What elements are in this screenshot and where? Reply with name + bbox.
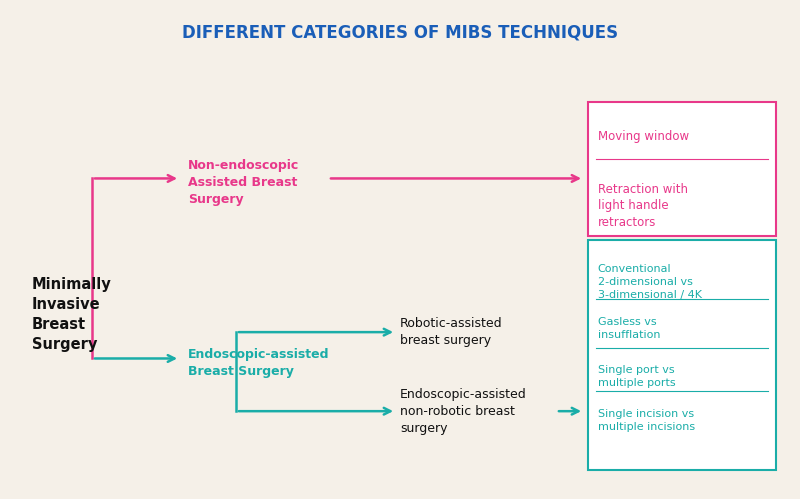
Text: Robotic-assisted
breast surgery: Robotic-assisted breast surgery <box>400 317 502 347</box>
Text: Gasless vs
insufflation: Gasless vs insufflation <box>598 317 660 339</box>
Text: Minimally
Invasive
Breast
Surgery: Minimally Invasive Breast Surgery <box>32 277 112 352</box>
Text: DIFFERENT CATEGORIES OF MIBS TECHNIQUES: DIFFERENT CATEGORIES OF MIBS TECHNIQUES <box>182 24 618 42</box>
Text: Single incision vs
multiple incisions: Single incision vs multiple incisions <box>598 409 694 432</box>
Text: Moving window: Moving window <box>598 130 689 143</box>
Text: Conventional
2-dimensional vs
3-dimensional / 4K: Conventional 2-dimensional vs 3-dimensio… <box>598 264 702 300</box>
FancyBboxPatch shape <box>588 102 776 236</box>
Text: Non-endoscopic
Assisted Breast
Surgery: Non-endoscopic Assisted Breast Surgery <box>188 159 299 206</box>
Text: Retraction with
light handle
retractors: Retraction with light handle retractors <box>598 183 688 229</box>
Text: Endoscopic-assisted
Breast Surgery: Endoscopic-assisted Breast Surgery <box>188 348 330 378</box>
Text: Endoscopic-assisted
non-robotic breast
surgery: Endoscopic-assisted non-robotic breast s… <box>400 388 526 435</box>
Text: Single port vs
multiple ports: Single port vs multiple ports <box>598 365 675 388</box>
FancyBboxPatch shape <box>588 240 776 471</box>
